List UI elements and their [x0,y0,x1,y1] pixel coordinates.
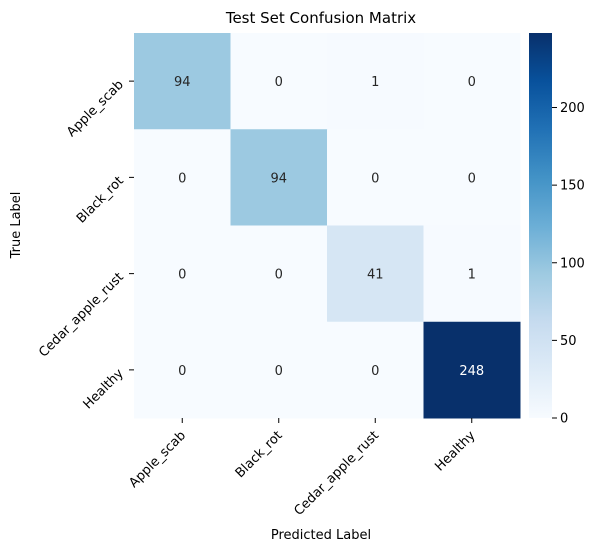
x-axis-ticks: Apple_scab Black_rot Cedar_apple_rust Healt… [126,418,479,519]
colorbar-tick-label: 0 [560,412,568,427]
heatmap-cell [423,129,521,226]
y-tick-label: Black_rot [74,174,127,227]
y-axis-ticks: Apple_scab Black_rot Cedar_apple_rust Healt… [36,77,134,412]
cell-value-label: 0 [178,268,186,283]
heatmap-cell [230,33,328,130]
colorbar-tick-label: 150 [560,179,585,194]
colorbar [529,33,552,418]
heatmap-cell [423,225,521,323]
cell-value-label: 1 [371,75,379,90]
cell-value-label: 248 [459,364,484,379]
colorbar-tick-label: 100 [560,256,585,271]
cell-value-label: 0 [468,171,476,186]
cell-value-label: 0 [178,364,186,379]
x-tick-label: Healthy [432,428,478,474]
heatmap-cell [423,33,521,130]
colorbar-tick-label: 200 [560,101,585,116]
heatmap-cell [423,321,521,419]
heatmap-cell [327,225,424,323]
cell-value-label: 41 [367,268,384,283]
heatmap-cell [327,321,424,419]
x-tick-label: Black_rot [233,428,286,481]
y-axis-label: True Label [9,192,24,260]
cell-value-label: 94 [270,171,287,186]
heatmap-cell [230,321,328,419]
cell-value-label: 0 [178,171,186,186]
heatmap-cell [327,33,424,130]
y-tick-label: Cedar_apple_rust [36,270,127,361]
y-tick-label: Apple_scab [64,77,127,140]
cell-value-label: 94 [174,75,191,90]
cell-value-label: 1 [468,268,476,283]
heatmap-cells: 94 0 1 0 0 94 0 0 0 0 41 1 0 0 0 248 [134,33,521,419]
heatmap-cell [134,33,231,130]
x-tick-label: Apple_scab [126,428,189,491]
heatmap-cell [134,129,231,226]
cell-value-label: 0 [371,364,379,379]
colorbar-ticks: 0 50 100 150 200 [552,101,585,427]
cell-value-label: 0 [275,75,283,90]
cell-value-label: 0 [468,75,476,90]
cell-value-label: 0 [275,268,283,283]
heatmap-cell [230,225,328,323]
heatmap-cell [134,225,231,323]
x-axis-label: Predicted Label [271,528,371,543]
colorbar-tick-label: 50 [560,334,577,349]
cell-value-label: 0 [371,171,379,186]
y-tick-label: Healthy [81,366,127,412]
heatmap-cell [230,129,328,226]
chart-title: Test Set Confusion Matrix [225,9,416,27]
x-tick-label: Cedar_apple_rust [291,428,382,519]
cell-value-label: 0 [275,364,283,379]
heatmap-cell [134,321,231,419]
heatmap-cell [327,129,424,226]
